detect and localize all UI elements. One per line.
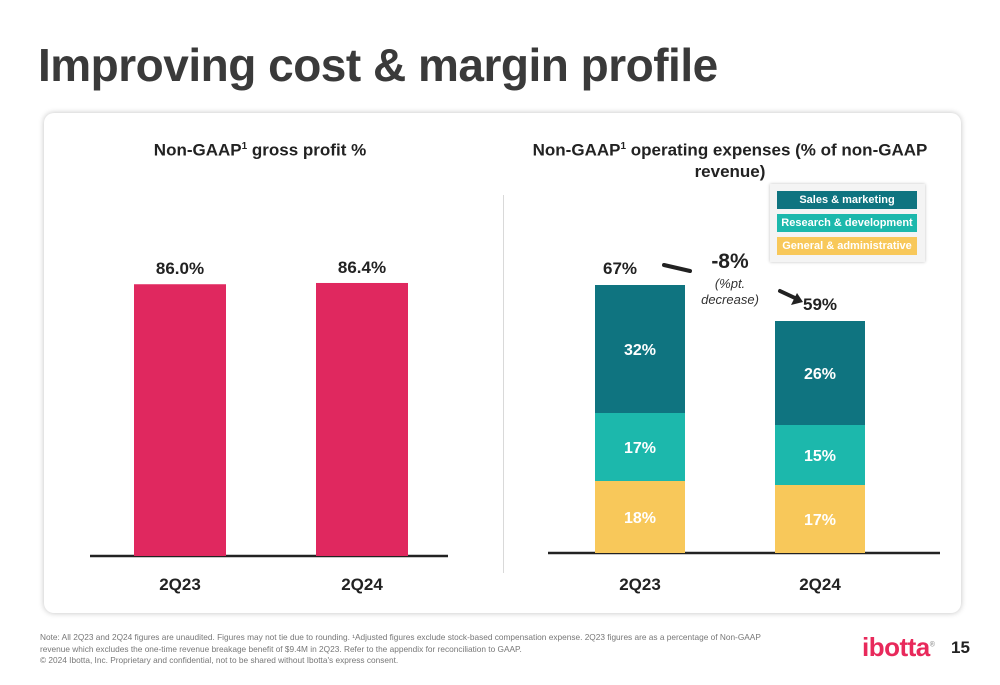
- ibotta-logo: ibotta®: [862, 632, 935, 663]
- opex-arrow-head-icon: [791, 293, 803, 305]
- opex-segment-label: 26%: [804, 366, 836, 383]
- footnote-line-3: © 2024 Ibotta, Inc. Proprietary and conf…: [40, 655, 399, 665]
- opex-title-main: Non-GAAP: [532, 140, 621, 160]
- footnote-line-1: Note: All 2Q23 and 2Q24 figures are unau…: [40, 632, 761, 642]
- opex-bar-segment: [595, 285, 685, 413]
- opex-legend: Sales & marketing Research & development…: [770, 184, 925, 262]
- opex-bar-segment: [775, 485, 865, 553]
- opex-segment-label: 32%: [624, 342, 656, 359]
- opex-chart-title: Non-GAAP1 operating expenses (% of non-G…: [520, 136, 940, 182]
- opex-segment-label: 17%: [804, 512, 836, 529]
- opex-title-rest: operating expenses (% of non-GAAP: [626, 140, 928, 160]
- opex-change-sublabel-line2: decrease): [701, 292, 759, 307]
- opex-total-label: 59%: [803, 295, 837, 314]
- panel-divider: [503, 195, 504, 573]
- gross-profit-title-main: Non-GAAP: [153, 140, 242, 160]
- gross-profit-category-label: 2Q24: [341, 575, 383, 594]
- footnote-line-2: revenue which excludes the one-time reve…: [40, 643, 522, 654]
- gross-profit-bar: [134, 284, 226, 556]
- legend-item-general-administrative: General & administrative: [777, 237, 917, 255]
- opex-bar-segment: [595, 481, 685, 553]
- gross-profit-category-label: 2Q23: [159, 575, 201, 594]
- page-title: Improving cost & margin profile: [38, 39, 718, 91]
- gross-profit-value-label: 86.0%: [156, 259, 204, 278]
- gross-profit-title-footnote-mark: 1: [241, 141, 248, 152]
- gross-profit-chart-title: Non-GAAP1 gross profit %: [110, 136, 410, 161]
- opex-bar-segment: [775, 425, 865, 485]
- opex-category-label: 2Q24: [799, 575, 841, 594]
- opex-bar-segment: [775, 321, 865, 425]
- opex-title-line2: revenue): [694, 161, 766, 181]
- logo-registered-mark: ®: [929, 641, 935, 649]
- gross-profit-bar: [316, 282, 408, 556]
- opex-segment-label: 15%: [804, 448, 836, 465]
- opex-change-sublabel: (%pt. decrease): [686, 276, 774, 308]
- gross-profit-title-rest: gross profit %: [247, 140, 367, 160]
- opex-connector-line: [662, 263, 692, 273]
- opex-total-label: 67%: [603, 259, 637, 278]
- opex-change-label: -8%: [711, 250, 749, 273]
- opex-category-label: 2Q23: [619, 575, 661, 594]
- opex-title-footnote-mark: 1: [620, 141, 627, 152]
- page-number: 15: [951, 638, 970, 657]
- opex-change-sublabel-line1: (%pt.: [714, 276, 746, 291]
- opex-arrow-line: [778, 289, 797, 300]
- footnote: Note: All 2Q23 and 2Q24 figures are unau…: [40, 632, 830, 667]
- logo-text: ibotta: [862, 632, 930, 662]
- gross-profit-value-label: 86.4%: [338, 258, 386, 277]
- opex-segment-label: 17%: [624, 440, 656, 457]
- opex-bar-segment: [595, 413, 685, 481]
- legend-item-research-development: Research & development: [777, 214, 917, 232]
- opex-segment-label: 18%: [624, 510, 656, 527]
- legend-item-sales-marketing: Sales & marketing: [777, 191, 917, 209]
